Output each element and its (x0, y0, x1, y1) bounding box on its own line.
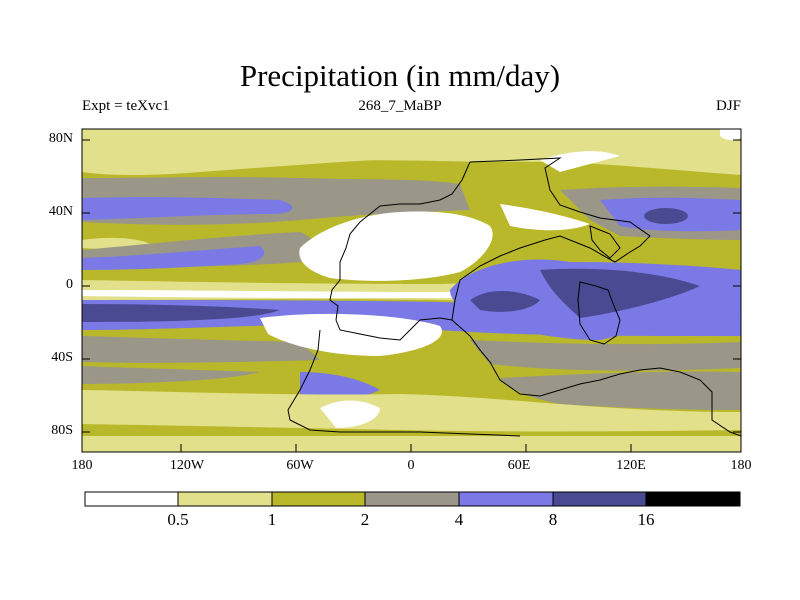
colorbar (84, 491, 741, 507)
colorbar-label: 1 (267, 510, 277, 529)
lat-tick-label: 80N (48, 131, 73, 146)
lon-tick-label: 180 (730, 458, 752, 473)
field-dark-south-west (82, 304, 280, 322)
colorbar-bin-5 (553, 492, 646, 506)
colorbar-bin-6 (646, 492, 740, 506)
contour-fields (82, 129, 741, 452)
lat-tick-label: 0 (66, 277, 73, 292)
field-dry-north (299, 211, 493, 281)
field-grey-south-west (82, 336, 320, 363)
lon-tick-label: 0 (407, 458, 415, 473)
colorbar-label: 16 (637, 510, 655, 529)
season-label: DJF (715, 98, 741, 114)
outline-west-coast (329, 161, 471, 341)
field-grey-south-east-2 (500, 371, 741, 410)
colorbar-frame (84, 491, 741, 507)
field-blue-pacific (82, 246, 265, 270)
lon-tick-label: 120W (169, 458, 205, 473)
lon-tick-label: 180 (71, 458, 93, 473)
field-dry-arctic (540, 151, 620, 172)
lon-tick-label: 60E (507, 458, 531, 473)
field-dry-north-2 (500, 204, 590, 231)
field-dark-continent-1 (470, 290, 540, 312)
map-title: Precipitation (in mm/day) (239, 58, 561, 93)
field-dark-continent-2 (540, 268, 700, 318)
colorbar-bin-3 (365, 492, 459, 506)
field-dry-south-2 (320, 400, 380, 428)
field-grey-south-east (470, 340, 741, 371)
colorbar-label: 0.5 (167, 510, 189, 529)
colorbar-bin-1 (178, 492, 272, 506)
axis-ticks (81, 139, 742, 452)
colorbar-bin-0 (85, 492, 178, 506)
colorbar-bin-2 (272, 492, 365, 506)
colorbar-label: 2 (360, 510, 370, 529)
field-blue-south-patch (300, 372, 380, 399)
field-dark-north (644, 208, 688, 224)
field-light-south (82, 390, 741, 432)
field-dry-south (260, 313, 442, 356)
lat-tick-label: 40S (51, 350, 73, 365)
field-grey-south-west-2 (82, 366, 260, 384)
field-blue-north-pacific (82, 197, 293, 220)
lon-tick-label: 120E (616, 458, 646, 473)
lat-tick-label: 80S (51, 423, 73, 438)
lat-tick-label: 40N (48, 204, 73, 219)
outline-south (287, 329, 521, 437)
period-label: 268_7_MaBP (358, 98, 442, 114)
continent-outlines (287, 157, 741, 437)
field-dry-corner (720, 129, 741, 141)
colorbar-label: 4 (454, 510, 464, 529)
outline-supercontinent (451, 157, 741, 437)
lon-tick-label: 60W (286, 458, 314, 473)
colorbar-bin-4 (459, 492, 553, 506)
experiment-label: Expt = teXvc1 (82, 98, 170, 114)
outline-east-peninsula (589, 225, 621, 259)
outline-island (577, 281, 621, 345)
colorbar-label: 8 (548, 510, 558, 529)
